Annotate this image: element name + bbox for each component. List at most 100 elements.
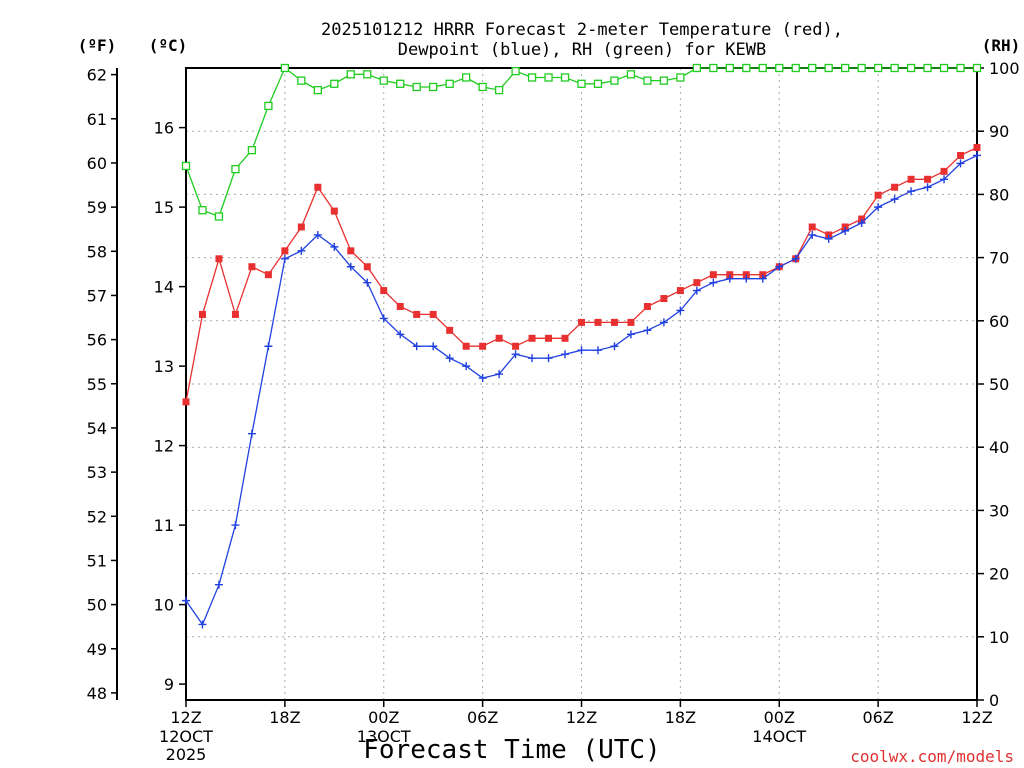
- fahrenheit-tick-label: 61: [87, 110, 107, 129]
- temperature-point: [495, 334, 503, 342]
- celsius-unit-label: (ºC): [149, 36, 188, 55]
- rh-tick-label: 30: [989, 501, 1009, 520]
- dewpoint-point: [429, 342, 438, 351]
- temperature-point: [264, 271, 272, 279]
- temperature-point: [709, 271, 717, 279]
- chart-title-line2: Dewpoint (blue), RH (green) for KEWB: [398, 40, 766, 60]
- dewpoint-point: [973, 151, 981, 160]
- dewpoint-point: [692, 286, 701, 295]
- dewpoint-point: [709, 278, 718, 287]
- temperature-point: [396, 302, 404, 310]
- rh-point: [577, 79, 586, 88]
- temperature-point: [363, 263, 371, 271]
- temperature-point: [957, 151, 965, 159]
- fahrenheit-tick-label: 57: [87, 286, 107, 305]
- dewpoint-point: [791, 254, 800, 263]
- rh-point: [610, 76, 619, 85]
- dewpoint-point: [198, 620, 207, 629]
- rh-tick-label: 80: [989, 185, 1009, 204]
- rh-point: [445, 79, 454, 88]
- temperature-point: [380, 287, 388, 295]
- temperature-point: [446, 326, 454, 334]
- dewpoint-point: [824, 234, 833, 243]
- rh-tick-label: 60: [989, 312, 1009, 331]
- dewpoint-point: [659, 318, 668, 327]
- rh-point: [346, 70, 355, 79]
- rh-point: [791, 63, 800, 73]
- dewpoint-point: [445, 354, 454, 363]
- dewpoint-point: [495, 370, 504, 379]
- dewpoint-point: [511, 350, 520, 359]
- temperature-point: [924, 175, 932, 183]
- celsius-tick-label: 11: [154, 516, 174, 535]
- fahrenheit-tick-label: 48: [87, 684, 107, 703]
- temperature-point: [594, 318, 602, 326]
- dewpoint-point: [775, 262, 784, 271]
- celsius-tick-label: 9: [164, 675, 174, 694]
- rh-point: [906, 63, 916, 73]
- dewpoint-point: [182, 596, 190, 605]
- temperature-point: [231, 310, 239, 318]
- rh-point: [412, 82, 421, 92]
- grid-lines: [186, 68, 977, 700]
- rh-point: [198, 206, 207, 215]
- rh-point: [758, 63, 767, 73]
- fahrenheit-tick-label: 62: [87, 66, 107, 85]
- celsius-tick-label: 15: [154, 198, 174, 217]
- rh-point: [939, 63, 949, 73]
- rh-point: [181, 161, 191, 171]
- rh-point: [972, 63, 982, 73]
- rh-point: [742, 63, 751, 73]
- chart-title-line1: 2025101212 HRRR Forecast 2-meter Tempera…: [321, 20, 843, 40]
- fahrenheit-tick-label: 54: [87, 419, 107, 438]
- dewpoint-point: [346, 262, 355, 271]
- dewpoint-point: [857, 219, 866, 228]
- temperature-point: [528, 334, 536, 342]
- rh-axis: 0 10 20 30 40 50 60 70 80 90 100: [977, 59, 1020, 710]
- temperature-point: [643, 302, 651, 310]
- celsius-tick-label: 14: [154, 278, 174, 297]
- rh-point: [824, 63, 833, 73]
- temperature-point: [808, 223, 816, 231]
- temperature-point: [940, 167, 948, 175]
- dewpoint-point: [264, 342, 273, 351]
- time-tick-label: 12Z: [170, 708, 201, 727]
- dewpoint-point: [330, 242, 339, 251]
- rh-tick-label: 20: [989, 565, 1009, 584]
- rh-point: [214, 212, 224, 221]
- temperature-point: [314, 183, 322, 191]
- fahrenheit-tick-label: 53: [87, 463, 107, 482]
- dewpoint-point: [742, 274, 751, 283]
- time-tick-label: 12Z: [961, 708, 992, 727]
- celsius-tick-label: 12: [154, 437, 174, 456]
- rh-point: [363, 70, 372, 79]
- time-tick-label: 00Z: [764, 708, 795, 727]
- x-axis-title: Forecast Time (UTC): [363, 735, 660, 765]
- fahrenheit-axis: 48 49 50 51 52 53 54 55 56 57 58 59 60 61 62: [87, 66, 118, 703]
- dewpoint-point: [528, 354, 537, 363]
- dewpoint-point: [214, 580, 223, 589]
- time-tick-label: 18Z: [269, 708, 300, 727]
- dewpoint-point: [610, 342, 619, 351]
- celsius-axis: 9 10 11 12 13 14 15 16: [154, 119, 186, 694]
- dewpoint-point: [297, 246, 306, 255]
- dewpoint-point: [808, 230, 817, 239]
- rh-point: [560, 73, 570, 82]
- rh-tick-label: 50: [989, 375, 1009, 394]
- rh-tick-label: 90: [989, 122, 1009, 141]
- dewpoint-point: [544, 354, 553, 363]
- dewpoint-point: [231, 521, 240, 530]
- dewpoint-point: [725, 274, 734, 283]
- rh-point: [659, 76, 669, 85]
- rh-point: [264, 101, 273, 111]
- rh-point: [857, 63, 866, 73]
- fahrenheit-unit-label: (ºF): [78, 36, 117, 55]
- rh-tick-label: 40: [989, 438, 1009, 457]
- rh-tick-label: 70: [989, 249, 1009, 268]
- fahrenheit-tick-label: 58: [87, 242, 107, 261]
- rh-point: [511, 67, 520, 76]
- temperature-point: [215, 255, 223, 263]
- time-tick-label: 06Z: [467, 708, 498, 727]
- temperature-point: [248, 263, 256, 271]
